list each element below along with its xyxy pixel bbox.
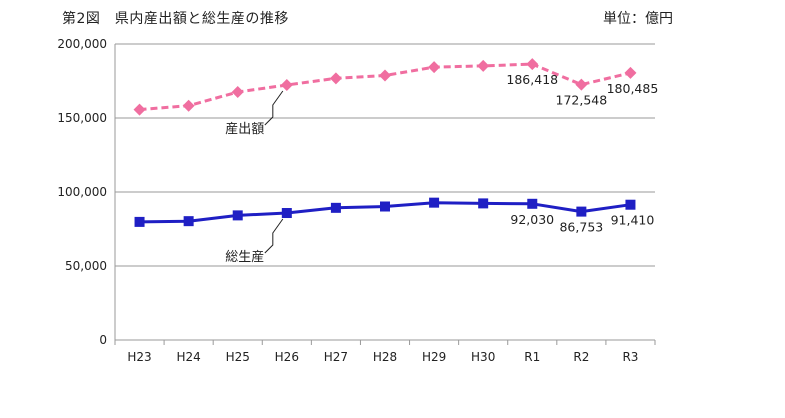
data-label: 91,410 [611,213,655,228]
x-tick-label: H30 [471,350,495,364]
data-point-diamond [182,99,195,112]
y-tick-label: 150,000 [57,111,107,125]
data-point-diamond [575,78,588,91]
data-point-square [232,210,243,221]
data-label: 172,548 [556,93,608,108]
y-tick-label: 50,000 [65,259,107,273]
series-label-leader [264,218,284,254]
y-tick-label: 0 [99,333,107,347]
unit-label: 単位：億円 [603,11,673,27]
data-point-diamond [329,72,342,85]
data-point-square [527,198,538,209]
x-tick-label: H26 [275,350,299,364]
x-tick-label: H23 [127,350,151,364]
series-label: 総生産 [225,249,264,265]
chart-title: 第2図 県内産出額と総生産の推移 [62,11,289,27]
x-tick-label: H28 [373,350,397,364]
data-label: 180,485 [607,81,659,96]
data-point-square [281,208,292,219]
data-label: 92,030 [510,212,554,227]
x-tick-label: H27 [324,350,348,364]
x-tick-label: H25 [226,350,250,364]
data-point-square [183,216,194,227]
x-tick-label: R1 [524,350,540,364]
data-point-square [134,216,145,227]
data-point-square [625,199,636,210]
data-point-square [429,197,440,208]
x-tick-label: R2 [573,350,589,364]
data-label: 186,418 [506,72,558,87]
data-point-diamond [526,58,539,71]
data-label: 86,753 [559,220,603,235]
data-point-square [380,201,390,212]
data-point-square [330,202,341,213]
data-point-diamond [379,69,391,82]
y-tick-label: 200,000 [57,37,107,51]
data-point-diamond [231,85,244,98]
series-label-leader [264,90,284,126]
x-tick-label: H29 [422,350,446,364]
data-point-diamond [624,66,637,79]
x-tick-label: R3 [622,350,638,364]
data-point-square [478,198,489,209]
data-point-diamond [477,59,490,72]
y-tick-label: 100,000 [57,185,107,199]
series-label: 産出額 [225,121,264,137]
data-point-square [576,206,587,217]
x-tick-label: H24 [176,350,200,364]
data-point-diamond [428,61,441,74]
data-point-diamond [133,103,146,116]
data-point-diamond [280,78,293,91]
